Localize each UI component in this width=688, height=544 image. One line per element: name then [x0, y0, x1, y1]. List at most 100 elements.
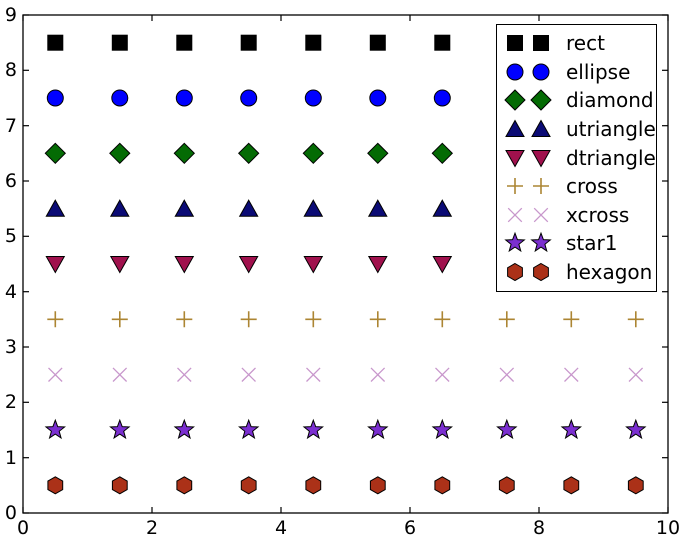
xcross-marker [628, 367, 644, 382]
y-tick-label: 6 [4, 170, 17, 192]
star1-marker [302, 418, 324, 440]
y-tick-label: 3 [4, 336, 17, 358]
dtriangle-marker [174, 256, 195, 274]
star1-marker [560, 418, 582, 440]
hexagon-marker [369, 476, 386, 495]
star1-marker [238, 418, 260, 440]
x-tick-label: 4 [274, 517, 288, 539]
xcross-legend-marker-icon [507, 207, 549, 223]
xcross-marker [177, 367, 192, 382]
hexagon-marker [434, 476, 451, 495]
utriangle-marker [174, 199, 195, 217]
legend-label-star1: star1 [566, 231, 618, 256]
hexagon-legend-marker-icon [507, 262, 549, 282]
star1-marker [625, 418, 647, 440]
y-tick-label: 9 [4, 4, 17, 26]
rect-legend-marker-icon [507, 35, 549, 52]
cross-marker [434, 311, 451, 328]
legend-box: rect ellipse diamond utriangle dtriangle cros… [496, 24, 657, 292]
cross-marker [627, 311, 644, 328]
hexagon-marker [305, 476, 322, 495]
star1-marker [367, 418, 389, 440]
utriangle-marker [367, 199, 388, 217]
ellipse-marker [175, 89, 193, 107]
dtriangle-marker [109, 256, 130, 274]
dtriangle-legend-marker-icon [505, 149, 551, 168]
x-tick-label: 0 [16, 517, 30, 539]
x-tick-label: 2 [145, 517, 159, 539]
star1-marker [109, 418, 131, 440]
ellipse-marker [304, 89, 322, 107]
cross-marker [47, 311, 64, 328]
rect-marker [240, 34, 257, 51]
legend-entry-rect: rect [497, 29, 656, 58]
star1-marker [173, 418, 195, 440]
legend-label-cross: cross [566, 174, 618, 199]
plot-border [22, 14, 669, 514]
hexagon-marker [563, 476, 580, 495]
ellipse-marker [46, 89, 64, 107]
y-tick-label: 8 [4, 59, 17, 82]
diamond-marker [431, 142, 454, 165]
dtriangle-marker [238, 256, 259, 274]
diamond-marker [109, 142, 131, 165]
y-tick-label: 5 [4, 225, 17, 248]
hexagon-marker [47, 476, 64, 495]
xcross-marker [370, 367, 386, 382]
hexagon-marker [498, 476, 515, 495]
y-tick-label: 1 [4, 446, 17, 469]
cross-marker [369, 311, 386, 328]
xcross-marker [241, 367, 256, 382]
rect-marker [176, 34, 193, 51]
rect-marker [47, 34, 64, 51]
legend-entry-xcross: xcross [497, 201, 656, 230]
legend-label-diamond: diamond [566, 88, 654, 113]
legend-label-rect: rect [566, 31, 605, 56]
xcross-marker [48, 367, 63, 382]
x-tick-label: 8 [532, 517, 546, 539]
cross-marker [240, 311, 257, 328]
hexagon-marker [111, 476, 128, 495]
xcross-marker [564, 367, 579, 382]
legend-label-hexagon: hexagon [566, 260, 653, 285]
dtriangle-marker [367, 256, 388, 274]
diamond-marker [302, 142, 325, 165]
ellipse-marker [240, 89, 258, 107]
legend-label-utriangle: utriangle [566, 117, 656, 142]
utriangle-marker [303, 199, 324, 217]
y-tick-label: 0 [4, 502, 17, 524]
xcross-marker [306, 367, 321, 382]
legend-entry-ellipse: ellipse [497, 58, 656, 87]
utriangle-marker [432, 199, 453, 217]
hexagon-marker [627, 476, 644, 495]
x-tick-label: 6 [403, 517, 417, 539]
legend-label-dtriangle: dtriangle [566, 145, 656, 170]
rect-marker [111, 34, 128, 51]
star1-marker [431, 418, 453, 440]
rect-marker [305, 34, 322, 51]
ellipse-marker [111, 89, 129, 107]
xcross-marker [435, 367, 450, 382]
legend-label-ellipse: ellipse [566, 59, 631, 84]
legend-entry-utriangle: utriangle [497, 115, 656, 144]
xcross-marker [499, 367, 515, 382]
legend-entry-diamond: diamond [497, 86, 656, 115]
utriangle-legend-marker-icon [505, 119, 551, 138]
star1-marker [44, 418, 66, 440]
dtriangle-marker [432, 256, 453, 274]
ellipse-marker [369, 89, 387, 107]
diamond-marker [367, 142, 389, 165]
cross-legend-marker-icon [507, 178, 549, 195]
x-tick-label: 10 [655, 517, 681, 539]
dtriangle-marker [303, 256, 324, 274]
legend-entry-cross: cross [497, 172, 656, 201]
legend-label-xcross: xcross [566, 202, 630, 227]
cross-marker [111, 311, 128, 328]
star1-marker [496, 418, 518, 440]
cross-marker [305, 311, 322, 328]
diamond-marker [237, 142, 260, 165]
star1-legend-marker-icon [504, 232, 552, 253]
y-tick-label: 4 [4, 280, 17, 303]
diamond-legend-marker-icon [504, 89, 552, 112]
